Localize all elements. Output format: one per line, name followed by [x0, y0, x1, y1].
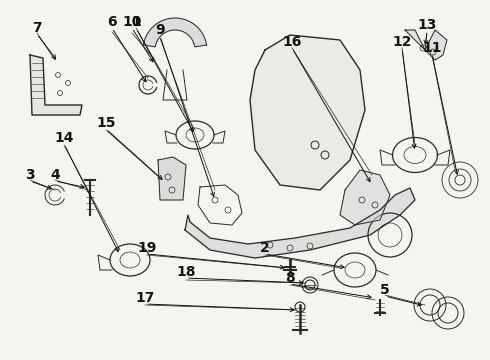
Text: 4: 4	[50, 168, 60, 182]
Text: 11: 11	[422, 41, 442, 55]
Polygon shape	[340, 170, 390, 225]
Text: 2: 2	[260, 241, 270, 255]
Text: 16: 16	[282, 35, 302, 49]
Polygon shape	[144, 18, 207, 47]
Text: 8: 8	[285, 271, 295, 285]
Text: 14: 14	[54, 131, 74, 145]
Polygon shape	[30, 55, 82, 115]
Text: 15: 15	[96, 116, 116, 130]
Text: 19: 19	[137, 241, 157, 255]
Text: 1: 1	[131, 15, 141, 29]
Polygon shape	[250, 35, 365, 190]
Polygon shape	[158, 157, 186, 200]
Text: 7: 7	[32, 21, 42, 35]
Text: 13: 13	[417, 18, 437, 32]
Text: 9: 9	[155, 23, 165, 37]
Text: 10: 10	[122, 15, 142, 29]
Text: 18: 18	[176, 265, 196, 279]
Text: 17: 17	[135, 291, 155, 305]
Text: 6: 6	[107, 15, 117, 29]
Polygon shape	[185, 188, 415, 258]
Polygon shape	[405, 30, 447, 60]
Text: 5: 5	[380, 283, 390, 297]
Text: 3: 3	[25, 168, 35, 182]
Text: 12: 12	[392, 35, 412, 49]
